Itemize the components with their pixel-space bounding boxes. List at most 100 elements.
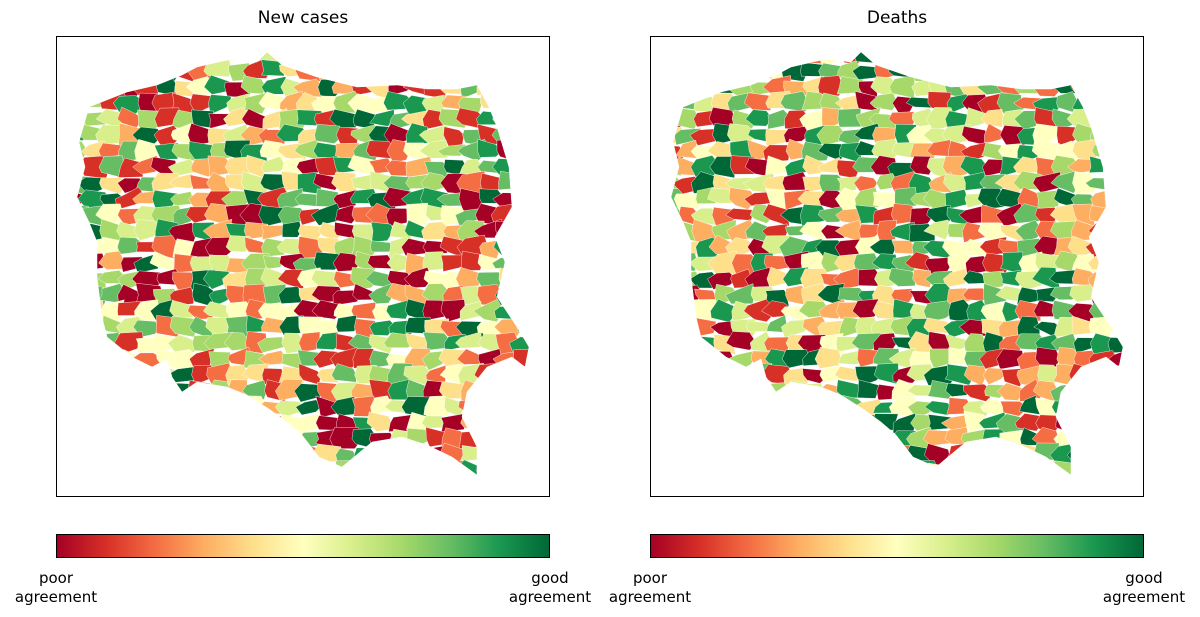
district-region (744, 92, 774, 111)
district-region (368, 459, 395, 475)
district-region (478, 379, 503, 398)
district-region (959, 459, 992, 475)
district-region (335, 314, 357, 333)
district-region (115, 481, 145, 496)
district-region (191, 474, 212, 475)
district-region (531, 430, 549, 445)
district-region (1051, 400, 1076, 414)
district-region (1124, 331, 1143, 352)
district-region (1088, 463, 1113, 475)
district-region (513, 187, 529, 209)
district-region (980, 109, 1004, 128)
district-region (244, 430, 270, 448)
district-region (149, 399, 181, 418)
district-region (134, 368, 162, 382)
district-region (80, 382, 105, 402)
district-region (671, 58, 682, 82)
district-region (782, 395, 811, 419)
district-region (731, 428, 756, 450)
district-region (207, 400, 237, 420)
district-region (497, 364, 524, 386)
district-region (782, 477, 809, 496)
district-region (477, 139, 503, 158)
district-region (77, 351, 87, 370)
district-region (853, 252, 880, 272)
district-region (296, 52, 327, 66)
district-region (852, 298, 881, 319)
district-region (494, 95, 518, 115)
district-region (671, 351, 687, 372)
district-region (961, 126, 987, 146)
district-region (77, 427, 93, 448)
district-region (927, 52, 953, 66)
district-region (241, 412, 267, 431)
district-region (1126, 96, 1143, 114)
district-region (786, 445, 810, 463)
district-region (295, 399, 322, 416)
district-region (460, 250, 485, 271)
district-region (907, 460, 939, 475)
district-region (314, 52, 341, 66)
district-region (97, 52, 127, 67)
district-region (1107, 238, 1123, 260)
district-region (526, 192, 529, 205)
district-region (1106, 414, 1123, 435)
district-region (455, 63, 486, 78)
district-region (761, 444, 790, 467)
district-region (730, 410, 754, 429)
district-region (1104, 474, 1123, 475)
district-region (869, 92, 899, 111)
district-region (745, 431, 773, 445)
district-region (531, 383, 549, 401)
district-region (731, 63, 758, 81)
district-region (767, 427, 791, 451)
district-region (515, 364, 529, 385)
district-region (527, 269, 529, 288)
district-region (494, 475, 521, 493)
district-region (491, 410, 521, 431)
district-region (491, 464, 521, 475)
colorbar-high-label: good agreement (508, 569, 592, 606)
district-region (77, 52, 92, 66)
district-region (818, 395, 843, 418)
district-region (275, 461, 306, 475)
district-region (1035, 346, 1061, 370)
district-region (513, 383, 529, 398)
district-region (820, 434, 842, 449)
district-region (816, 476, 843, 493)
district-region (964, 64, 988, 80)
district-region (135, 59, 163, 80)
district-region (1103, 188, 1123, 206)
district-region (155, 412, 178, 432)
colorbar-low-label: poor agreement (14, 569, 98, 606)
district-region (77, 77, 91, 94)
district-region (101, 366, 123, 387)
district-region (1087, 431, 1114, 449)
district-region (166, 418, 197, 429)
district-region (1068, 52, 1099, 62)
district-region (420, 59, 451, 82)
district-region (61, 476, 86, 493)
district-region (984, 123, 1008, 144)
district-region (170, 426, 195, 452)
district-region (675, 412, 701, 430)
district-region (801, 382, 825, 403)
district-region (1124, 44, 1143, 65)
district-region (509, 106, 529, 130)
district-region (512, 432, 529, 445)
district-region (152, 381, 178, 399)
district-region (1048, 52, 1084, 64)
district-region (1109, 107, 1123, 130)
district-region (260, 427, 291, 451)
district-region (261, 76, 287, 95)
district-region (780, 460, 810, 475)
district-region (422, 52, 454, 65)
district-region (224, 445, 255, 466)
district-region (945, 479, 974, 496)
district-region (77, 460, 89, 475)
district-region (508, 336, 529, 354)
district-region (527, 63, 529, 79)
district-region (765, 476, 794, 496)
district-region (870, 461, 900, 475)
district-region (708, 477, 737, 496)
